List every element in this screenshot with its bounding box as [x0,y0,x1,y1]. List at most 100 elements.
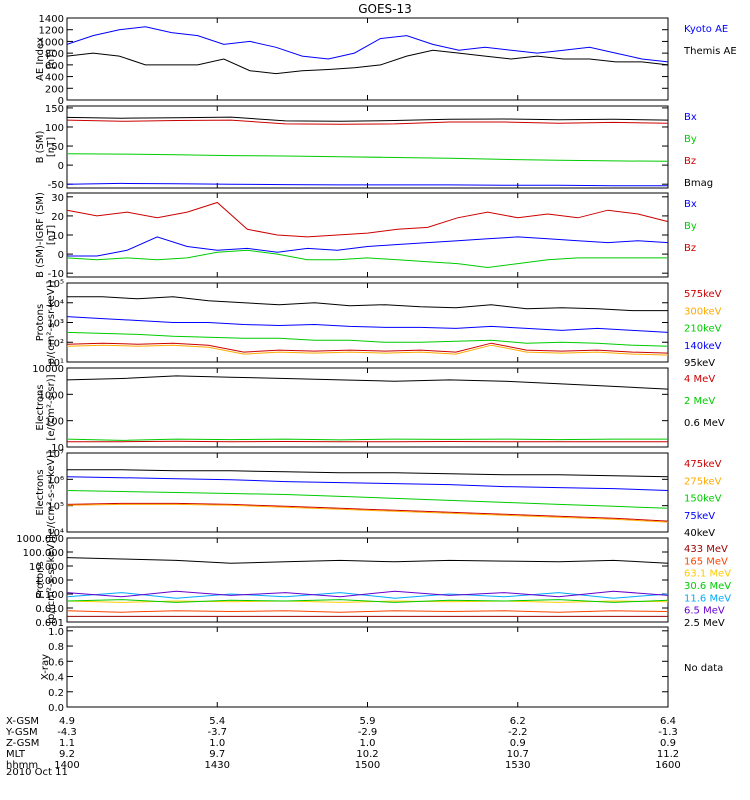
series-themis-ae [66,49,669,75]
series-bx [66,182,668,187]
legend-item: 4 MeV [684,374,715,385]
series-6.5-mev [66,590,669,598]
series-300kev [66,344,669,356]
series-63.1-mev [66,600,669,603]
series-30.6-mev [66,599,669,603]
legend-item: Bz [684,243,696,254]
y-tick-label: 1000.000 [16,534,64,545]
y-tick-label: 1000 [39,390,64,401]
panel-bsm: -50 0 50 100 150 B (SM) [nT] Bx By Bz Bmag [35,104,713,191]
series-by [66,153,669,162]
panel-bigrf: -10 0 10 20 30 B (SM)-IGRF (SM) [nT] Bx By Bz [35,192,697,280]
y-axis-label: Electrons [35,384,46,430]
y-axis-label: B (SM)-IGRF (SM) [35,192,46,278]
panel-frame [66,537,669,623]
panel-frame [66,192,669,278]
series-kyoto-ae [66,26,669,63]
y-tick-label: 0.2 [48,688,64,699]
legend-item: Bz [684,156,696,167]
y-axis-label: [p/(cm²-s-sr-keV)] [46,536,57,624]
series-210kev [66,331,669,347]
y-tick-label: 20 [51,212,64,223]
orbit-value: 0.9 [660,738,676,749]
y-tick-label: 150 [45,104,64,115]
orbit-row-label: hhmm [6,760,39,771]
y-tick-label: 600 [45,61,64,72]
y-axis-label: e/(cm²-s-sr-keV)] [46,451,57,535]
y-tick-label: -10 [48,269,64,280]
y-axis-label: B (SM) [35,130,46,163]
series-40kev [67,469,669,478]
legend-item: 275keV [684,476,722,487]
y-tick-label: 10⁴ [47,528,64,539]
legend-item: 2.5 MeV [684,618,725,629]
series-bx [67,236,669,257]
legend-item: 75keV [684,511,715,522]
date-label: 2010 Oct 11 [6,767,68,778]
y-tick-label: 0.010 [35,604,64,615]
legend-item: 575keV [684,289,722,300]
series-0.6-mev [66,375,669,390]
series-by [66,249,668,269]
y-tick-label: 10.000 [29,562,64,573]
y-tick-label: 0 [58,96,64,107]
series-575kev [66,342,669,354]
y-tick-label: 1000 [39,37,64,48]
y-tick-label: 30 [51,193,64,204]
y-tick-label: 10³ [47,319,64,330]
series-275kev [66,503,669,523]
y-tick-label: 1400 [39,14,64,25]
legend-item: 40keV [684,528,715,539]
legend-item: 150keV [684,494,722,505]
orbit-value: 1500 [354,760,381,771]
y-tick-label: 10⁷ [47,449,64,460]
orbit-value: 0.9 [509,738,526,749]
series-bmag [66,116,669,122]
orbit-value: -2.9 [357,727,378,738]
y-tick-label: 10⁴ [47,299,64,310]
y-tick-label: 10² [47,338,64,349]
series-bz [66,119,669,125]
series-475kev [66,502,669,522]
y-tick-label: 1200 [39,26,64,37]
y-tick-label: 100 [45,123,64,134]
y-axis-label: [nT] [46,137,57,157]
series-4-mev [67,440,668,443]
orbit-value: 5.4 [209,716,226,727]
y-tick-label: 200 [45,84,64,95]
panel-protons_mev: 0.001 0.010 0.100 1.000 10.000 100.000 1000.00… [16,534,731,629]
orbit-value: -3.7 [207,727,228,738]
y-axis-label: [nT] [46,225,57,245]
y-tick-label: 800 [45,49,64,60]
series-150kev [66,490,669,509]
y-axis-label: p/(cm²-s-sr-keV)] [46,281,57,365]
y-tick-label: -50 [48,180,64,191]
orbit-value: -1.3 [658,727,678,738]
y-axis-label: [e/(cm²-s-sr)] [46,374,57,440]
panel-protons_kev: 10¹ 10² 10³ 10⁴ 10⁵ Protons p/(cm²-s-sr-keV)] 5… [35,279,722,369]
y-tick-label: 0 [58,161,64,172]
orbit-value: 10.7 [506,749,529,760]
y-tick-label: 10⁵ [47,279,64,290]
legend-item: 2 MeV [684,396,715,407]
orbit-row-label: X-GSM [6,716,40,727]
orbit-value: 1400 [54,760,80,771]
series-75kev [66,476,669,491]
legend-item: 11.6 MeV [684,593,731,604]
legend-item: 0.6 MeV [684,418,725,429]
y-axis-label: AE Index [35,37,46,81]
series-165-mev [66,610,669,613]
legend-item: Themis AE [683,46,737,57]
y-tick-label: 1.0 [48,627,64,638]
series-95kev [67,296,668,312]
y-tick-label: 1.000 [35,576,64,587]
legend-item: Bx [684,112,697,123]
legend-item: 210keV [684,324,722,335]
legend-item: 95keV [684,358,715,369]
orbit-value: 1.1 [59,738,75,749]
y-tick-label: 10 [51,231,64,242]
y-tick-label: 0.4 [48,673,64,684]
chart-title: GOES-13 [358,2,412,16]
orbit-value: 5.9 [359,716,376,727]
panel-frame [66,626,669,708]
